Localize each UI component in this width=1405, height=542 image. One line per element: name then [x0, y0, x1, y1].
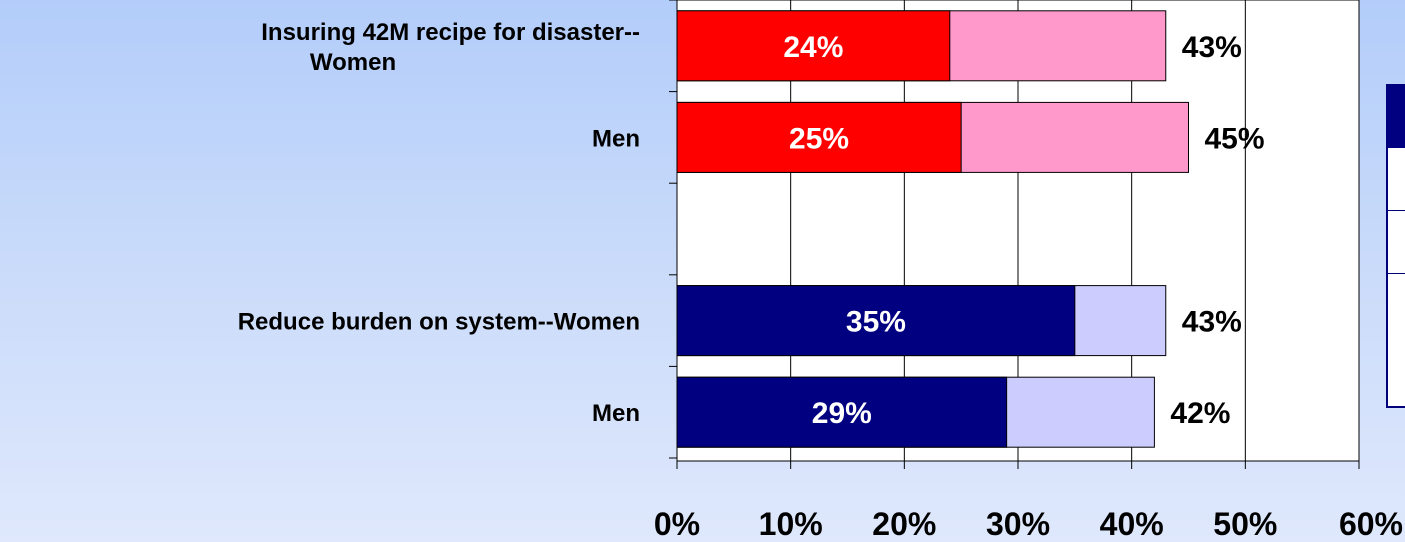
bar-inner-label: 24%	[783, 31, 843, 64]
x-tick-label: 50%	[1213, 506, 1277, 542]
bar-inner	[676, 10, 951, 82]
bar-inner-label: 29%	[812, 397, 872, 430]
x-tick-label: 60%	[1339, 506, 1403, 542]
bar-inner-label: 35%	[846, 306, 906, 339]
x-tick-label: 30%	[986, 506, 1050, 542]
bars	[676, 10, 1189, 448]
axis: 0% 10% 20% 30% 40% 50% 60%	[654, 0, 1403, 542]
bar-outer-label: 43%	[1182, 306, 1242, 339]
bar-inner-label: 25%	[789, 122, 849, 155]
category-label: Reduce burden on system--Women	[238, 309, 640, 336]
bar-inner	[676, 285, 1076, 357]
legend-item-red	[1388, 148, 1405, 211]
x-tick-label: 10%	[759, 506, 823, 542]
bar-inner	[676, 376, 1008, 448]
category-label: Men	[592, 125, 640, 152]
x-tick-label: 40%	[1100, 506, 1164, 542]
category-label: Women	[310, 49, 396, 76]
bar-outer-label: 45%	[1205, 122, 1265, 155]
x-tick-label: 0%	[654, 506, 700, 542]
x-tick-label: 20%	[872, 506, 936, 542]
category-label: Men	[592, 400, 640, 427]
bar-outer-label: 43%	[1182, 31, 1242, 64]
legend-header	[1388, 86, 1405, 148]
legend-item-blue	[1388, 211, 1405, 274]
legend	[1386, 84, 1405, 408]
labels: Insuring 42M recipe for disaster-- Women 4…	[238, 19, 1265, 430]
category-label: Insuring 42M recipe for disaster--	[261, 19, 640, 46]
bar-inner	[676, 101, 962, 173]
bar-outer-label: 42%	[1170, 397, 1230, 430]
